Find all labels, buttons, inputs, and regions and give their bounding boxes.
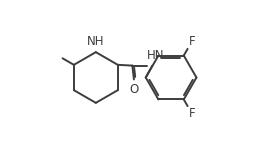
Text: NH: NH bbox=[87, 35, 104, 48]
Text: HN: HN bbox=[147, 49, 165, 62]
Text: F: F bbox=[188, 35, 195, 48]
Text: F: F bbox=[188, 107, 195, 120]
Text: O: O bbox=[129, 83, 139, 96]
